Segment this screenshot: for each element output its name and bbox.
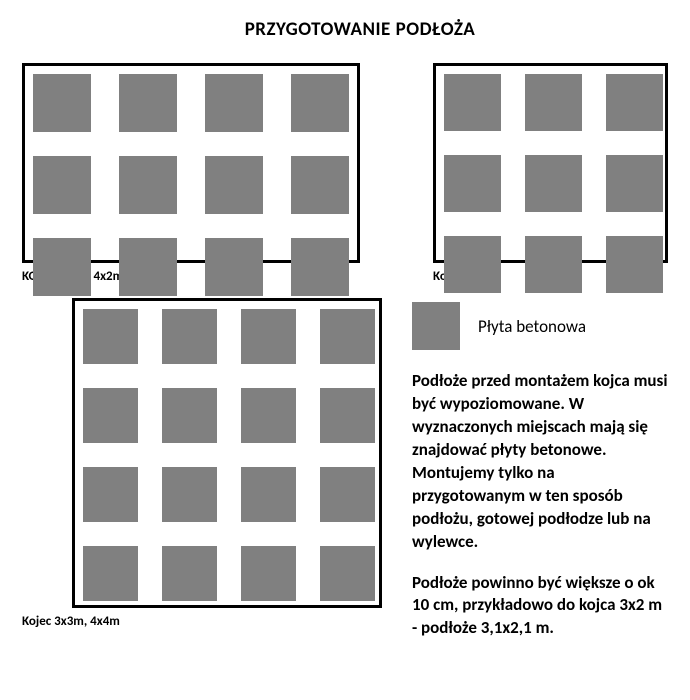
slab-cell (119, 238, 177, 296)
slab-cell (291, 156, 349, 214)
legend-label: Płyta betonowa (478, 316, 586, 337)
slab-cell (205, 156, 263, 214)
top-row: KOJEC 3x2m, 4x2m Kojec 2x2m (22, 63, 668, 284)
slab-cell (291, 238, 349, 296)
panel-c-wrap: Kojec 3x3m, 4x4m (72, 298, 382, 629)
slab-cell (33, 156, 91, 214)
slab-cell (241, 388, 296, 443)
slab-cell (241, 309, 296, 364)
paragraph-1: Podłoże przed montażem kojca musi być wy… (412, 370, 668, 554)
slab-cell (119, 156, 177, 214)
slab-cell (162, 388, 217, 443)
slab-cell (241, 467, 296, 522)
slab-cell (606, 236, 663, 293)
slab-cell (606, 155, 663, 212)
panel-b (433, 63, 668, 263)
bottom-row: Kojec 3x3m, 4x4m Płyta betonowa Podłoże … (22, 298, 668, 658)
slab-cell (320, 467, 375, 522)
slab-cell (606, 74, 663, 131)
panel-a (22, 63, 360, 263)
slab-cell (320, 546, 375, 601)
slab-cell (444, 155, 501, 212)
slab-cell (444, 236, 501, 293)
slab-cell (444, 74, 501, 131)
slab-cell (320, 309, 375, 364)
slab-cell (205, 74, 263, 132)
slab-cell (119, 74, 177, 132)
slab-cell (205, 238, 263, 296)
slab-cell (525, 155, 582, 212)
slab-cell (83, 309, 138, 364)
slab-cell (83, 467, 138, 522)
slab-cell (291, 74, 349, 132)
panel-c-caption: Kojec 3x3m, 4x4m (22, 614, 382, 629)
slab-cell (320, 388, 375, 443)
slab-cell (33, 238, 91, 296)
panel-b-wrap: Kojec 2x2m (433, 63, 668, 284)
slab-cell (83, 546, 138, 601)
page-title: PRZYGOTOWANIE PODŁOŻA (22, 18, 668, 41)
slab-cell (525, 236, 582, 293)
slab-cell (162, 309, 217, 364)
slab-cell (33, 74, 91, 132)
slab-cell (83, 388, 138, 443)
panel-c (72, 298, 382, 608)
paragraph-2: Podłoże powinno być większe o ok 10 cm, … (412, 572, 668, 641)
slab-cell (162, 467, 217, 522)
right-column: Płyta betonowa Podłoże przed montażem ko… (412, 298, 668, 658)
panel-a-grid (25, 66, 357, 260)
slab-cell (241, 546, 296, 601)
legend-square-icon (412, 302, 460, 350)
slab-cell (525, 74, 582, 131)
slab-cell (162, 546, 217, 601)
page: PRZYGOTOWANIE PODŁOŻA KOJEC 3x2m, 4x2m K… (0, 0, 690, 700)
panel-b-grid (436, 66, 665, 260)
legend: Płyta betonowa (412, 302, 668, 350)
panel-a-wrap: KOJEC 3x2m, 4x2m (22, 63, 360, 284)
panel-c-grid (75, 301, 379, 605)
